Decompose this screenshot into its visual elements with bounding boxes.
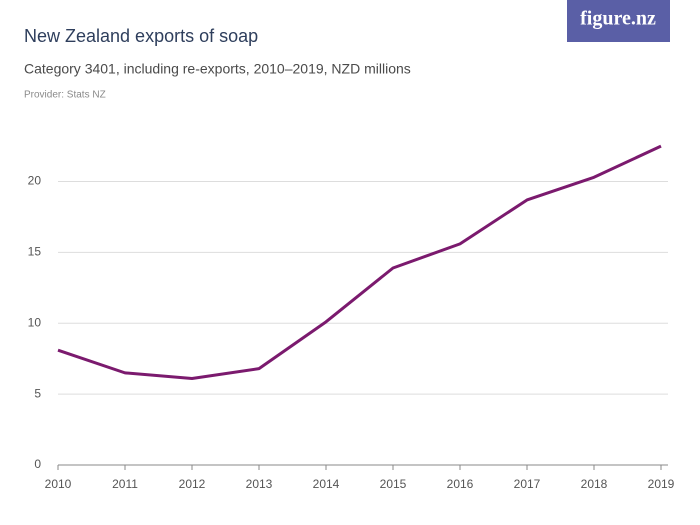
source: Provider: Stats NZ bbox=[24, 90, 106, 101]
x-tick-label: 2013 bbox=[246, 477, 273, 491]
y-tick-label: 5 bbox=[34, 386, 41, 400]
y-tick-label: 0 bbox=[34, 457, 41, 471]
x-tick-label: 2019 bbox=[648, 477, 675, 491]
y-tick-label: 15 bbox=[28, 245, 42, 259]
logo: figure.nz bbox=[580, 8, 656, 30]
x-tick-label: 2012 bbox=[179, 477, 206, 491]
line bbox=[57, 144, 662, 381]
x-tick-label: 2017 bbox=[514, 477, 541, 491]
chart-title: New Zealand exports of soap bbox=[24, 26, 258, 46]
x-tick-label: 2016 bbox=[447, 477, 474, 491]
x-tick-label: 2015 bbox=[380, 477, 407, 491]
x-tick-label: 2018 bbox=[581, 477, 608, 491]
chart-subtitle: Category 3401, including re-exports, 201… bbox=[24, 61, 411, 77]
x-tick-label: 2011 bbox=[112, 477, 138, 491]
y-tick-label: 20 bbox=[28, 174, 42, 188]
x-tick-label: 2010 bbox=[45, 477, 72, 491]
x-tick-label: 2014 bbox=[313, 477, 340, 491]
y-tick-label: 10 bbox=[28, 315, 42, 329]
logo-box bbox=[567, 0, 670, 42]
